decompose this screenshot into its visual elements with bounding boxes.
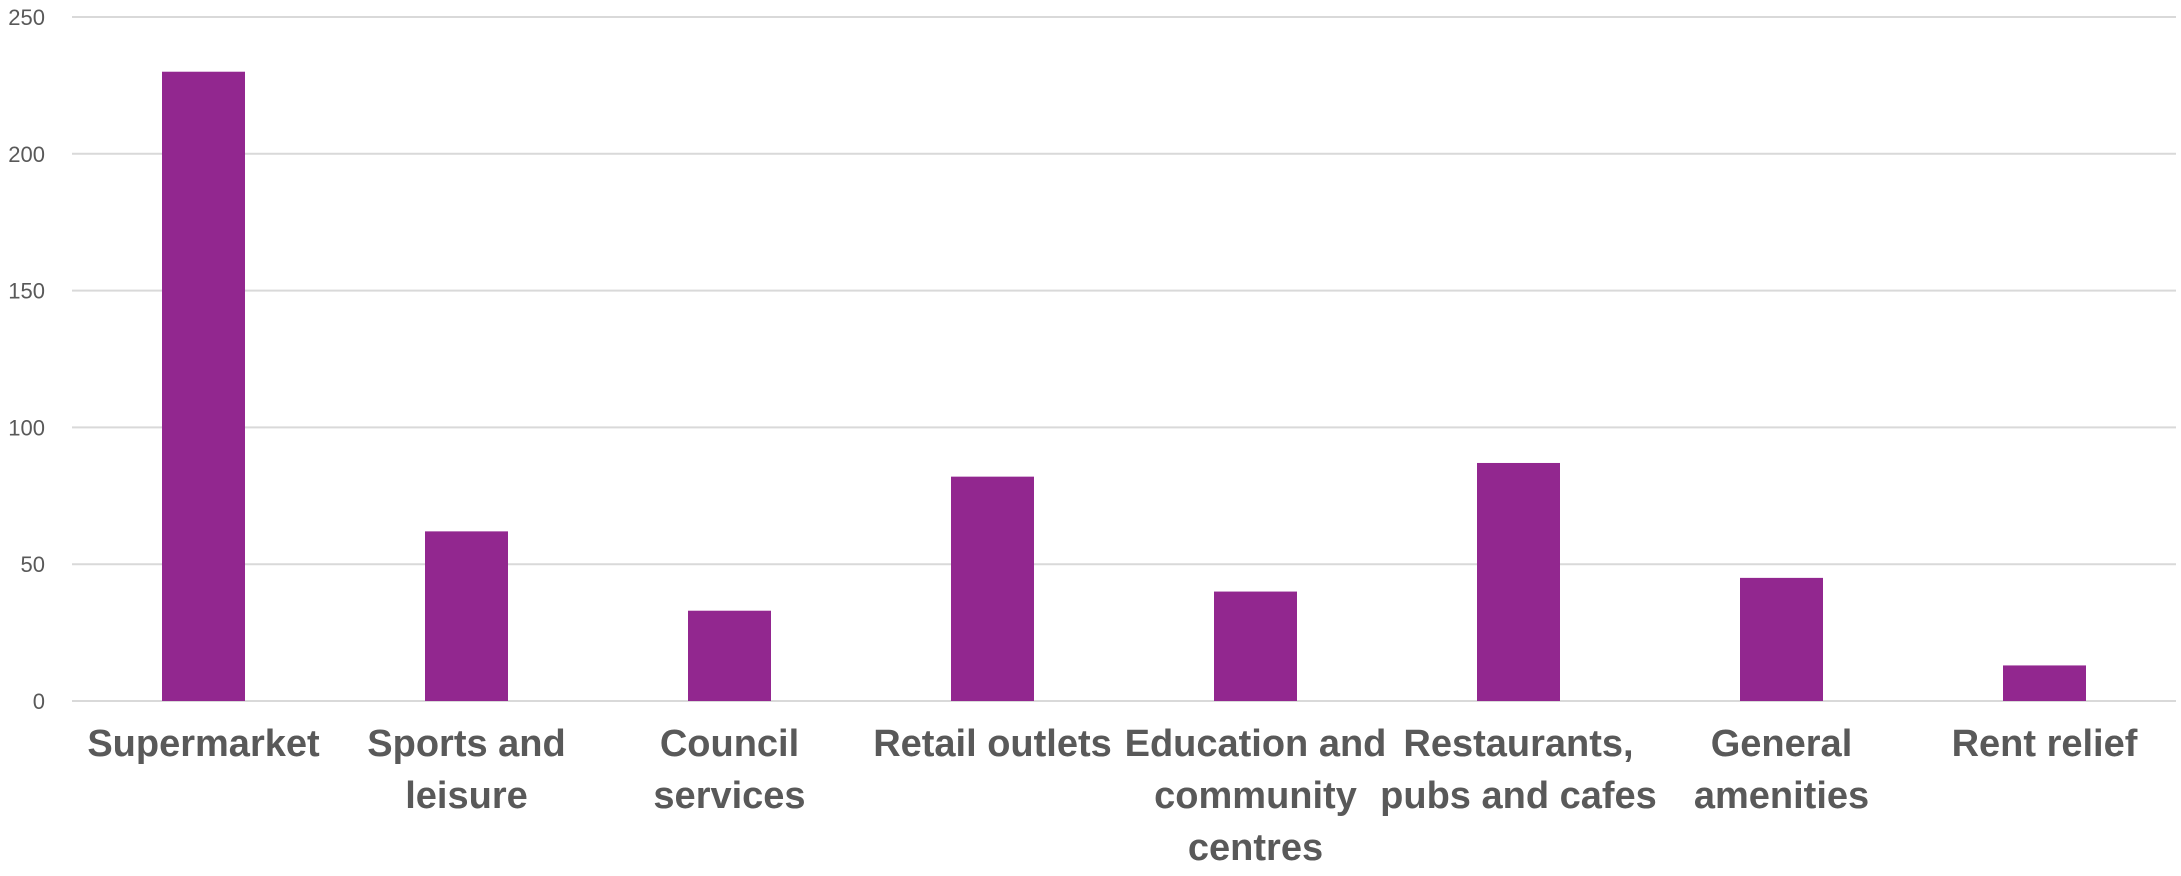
x-tick-label-line: Retail outlets (873, 723, 1112, 765)
bar (162, 71, 245, 702)
x-tick-label: Restaurants, pubs and cafes (1380, 723, 1657, 817)
x-tick-label: Education and community centres (1125, 723, 1387, 869)
x-tick-label-line: centres (1188, 827, 1323, 869)
bar (1214, 591, 1297, 701)
bar (1740, 577, 1823, 701)
x-tick-label-line: Council (660, 723, 799, 765)
x-tick-label-line: services (653, 775, 805, 817)
x-tick-label-line: community (1154, 775, 1357, 817)
x-tick-label-line: General (1711, 723, 1853, 765)
x-tick-label-line: Rent relief (1952, 723, 2138, 765)
x-tick-label: Supermarket (87, 723, 320, 765)
bar (688, 610, 771, 701)
y-axis-labels: 0 50 100 150 200 250 (8, 5, 45, 714)
bars (162, 71, 2086, 702)
x-axis-labels: Supermarket Sports and leisure Council servi… (87, 723, 2137, 869)
x-tick-label: Council services (653, 723, 805, 817)
y-tick-label: 200 (8, 142, 45, 167)
bar (951, 476, 1034, 701)
y-tick-label: 50 (21, 552, 45, 577)
x-tick-label: Sports and leisure (367, 723, 565, 817)
y-tick-label: 100 (8, 415, 45, 440)
x-tick-label-line: Sports and (367, 723, 565, 765)
bar (1477, 462, 1560, 701)
y-tick-label: 0 (33, 689, 45, 714)
x-tick-label: General amenities (1694, 723, 1869, 817)
bar (425, 531, 508, 701)
bar (2003, 665, 2086, 701)
x-tick-label-line: Restaurants, (1403, 723, 1633, 765)
y-tick-label: 150 (8, 279, 45, 304)
gridlines (72, 16, 2176, 702)
x-tick-label-line: leisure (405, 775, 528, 817)
x-tick-label-line: Supermarket (87, 723, 320, 765)
x-tick-label-line: Education and (1125, 723, 1387, 765)
y-tick-label: 250 (8, 5, 45, 30)
x-tick-label: Rent relief (1952, 723, 2138, 765)
x-tick-label: Retail outlets (873, 723, 1112, 765)
x-tick-label-line: amenities (1694, 775, 1869, 817)
x-tick-label-line: pubs and cafes (1380, 775, 1657, 817)
